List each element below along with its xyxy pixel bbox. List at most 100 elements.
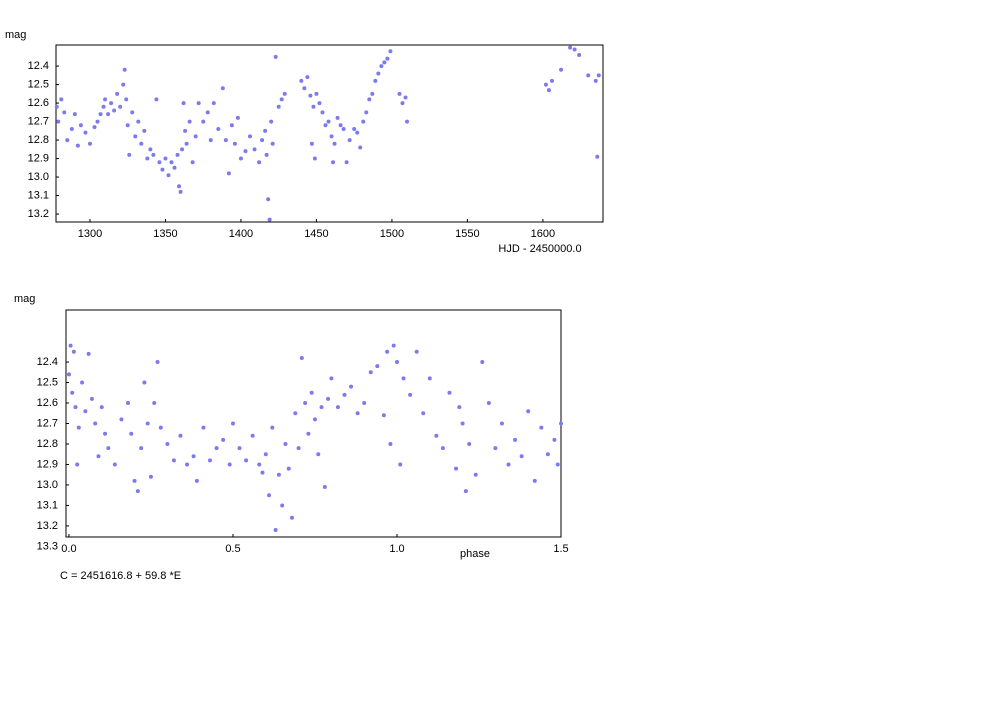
data-point <box>283 441 288 446</box>
data-point <box>408 392 413 397</box>
data-point <box>93 421 98 426</box>
data-point <box>205 110 210 115</box>
data-point <box>178 189 183 194</box>
data-point <box>486 401 491 406</box>
data-point <box>379 64 384 69</box>
data-point <box>257 160 262 165</box>
data-point <box>355 411 360 416</box>
data-point <box>499 421 504 426</box>
data-point <box>266 197 271 202</box>
data-point <box>312 156 317 161</box>
data-point <box>549 78 554 83</box>
data-point <box>87 141 92 146</box>
data-point <box>513 437 518 442</box>
x-tick-label: 1600 <box>531 228 555 240</box>
y-tick-label: 12.8 <box>28 134 49 146</box>
data-point <box>59 97 64 102</box>
data-point <box>260 138 265 143</box>
data-point <box>463 489 468 494</box>
data-point <box>235 115 240 120</box>
data-point <box>76 425 81 430</box>
data-point <box>427 376 432 381</box>
data-point <box>92 125 97 130</box>
data-point <box>506 462 511 467</box>
data-point <box>545 452 550 457</box>
data-point <box>361 119 366 124</box>
y-tick-label: 13.2 <box>28 208 49 220</box>
data-point <box>493 446 498 451</box>
data-point <box>385 56 390 61</box>
data-point <box>460 421 465 426</box>
data-point <box>303 401 308 406</box>
data-point <box>391 343 396 348</box>
y-tick-label: 13.1 <box>28 189 49 201</box>
data-point <box>312 417 317 422</box>
x-tick-label: 1550 <box>455 228 479 240</box>
data-point <box>157 160 162 165</box>
data-point <box>577 52 582 57</box>
data-point <box>250 433 255 438</box>
data-point <box>326 119 331 124</box>
data-point <box>163 156 168 161</box>
data-point <box>263 128 268 133</box>
data-point <box>344 160 349 165</box>
data-point <box>329 376 334 381</box>
data-point <box>177 184 182 189</box>
data-point <box>151 152 156 157</box>
data-point <box>296 446 301 451</box>
y-tick-label: 12.6 <box>28 97 49 109</box>
data-point <box>232 141 237 146</box>
data-point <box>129 431 134 436</box>
data-point <box>201 425 206 430</box>
data-point <box>314 91 319 96</box>
data-point <box>434 433 439 438</box>
y-axis-label: mag <box>14 293 35 305</box>
data-point <box>309 141 314 146</box>
data-point <box>316 452 321 457</box>
data-point <box>309 390 314 395</box>
data-point <box>54 104 59 109</box>
data-point <box>276 472 281 477</box>
data-point <box>208 138 213 143</box>
data-point <box>72 112 77 117</box>
data-point <box>290 515 295 520</box>
data-point <box>480 360 485 365</box>
data-point <box>237 446 242 451</box>
data-point <box>223 138 228 143</box>
data-point <box>86 351 91 356</box>
data-point <box>106 112 111 117</box>
data-point <box>381 413 386 418</box>
y-tick-label: 12.4 <box>37 356 58 368</box>
plot-frame <box>65 309 562 538</box>
data-point <box>70 390 75 395</box>
data-point <box>112 108 117 113</box>
x-axis-label: HJD - 2450000.0 <box>498 243 581 255</box>
data-point <box>282 91 287 96</box>
data-point <box>539 425 544 430</box>
data-point <box>526 409 531 414</box>
y-tick-label: 12.7 <box>28 115 49 127</box>
data-point <box>373 78 378 83</box>
data-point <box>311 104 316 109</box>
data-point <box>201 119 206 124</box>
data-point <box>260 470 265 475</box>
y-tick-label: 13.0 <box>37 479 58 491</box>
data-point <box>329 134 334 139</box>
data-point <box>302 86 307 91</box>
data-point <box>388 441 393 446</box>
data-point <box>165 441 170 446</box>
data-point <box>83 130 88 135</box>
data-point <box>136 119 141 124</box>
data-point <box>352 126 357 131</box>
data-point <box>238 156 243 161</box>
data-point <box>71 349 76 354</box>
data-point <box>519 454 524 459</box>
data-point <box>211 101 216 106</box>
data-point <box>109 101 114 106</box>
data-point <box>447 390 452 395</box>
data-point <box>306 431 311 436</box>
data-point <box>133 134 138 139</box>
data-point <box>405 119 410 124</box>
data-point <box>593 78 598 83</box>
plot-frame <box>55 44 604 223</box>
